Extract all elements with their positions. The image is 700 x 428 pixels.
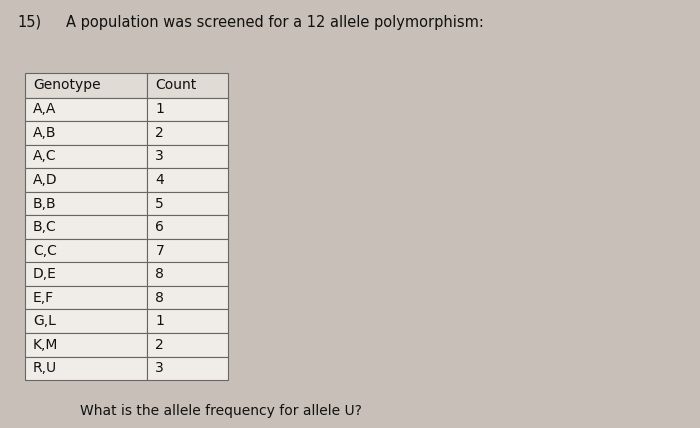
Text: A population was screened for a 12 allele polymorphism:: A population was screened for a 12 allel… <box>66 15 484 30</box>
Text: K,M: K,M <box>33 338 58 352</box>
Bar <box>147 286 228 309</box>
Text: D,E: D,E <box>33 267 57 281</box>
Bar <box>25 357 147 380</box>
Bar <box>147 215 228 239</box>
Bar <box>25 168 147 192</box>
Text: 8: 8 <box>155 267 164 281</box>
Bar <box>25 333 147 357</box>
Text: 4: 4 <box>155 173 164 187</box>
Text: 15): 15) <box>18 15 41 30</box>
Text: 5: 5 <box>155 196 164 211</box>
Text: B,C: B,C <box>33 220 57 234</box>
Text: 6: 6 <box>155 220 164 234</box>
Text: E,F: E,F <box>33 291 54 305</box>
Text: Count: Count <box>155 78 197 92</box>
Text: A,B: A,B <box>33 126 57 140</box>
Text: 2: 2 <box>155 126 164 140</box>
Text: 2: 2 <box>155 338 164 352</box>
Bar <box>25 239 147 262</box>
Bar <box>25 192 147 215</box>
Bar <box>25 145 147 168</box>
Text: 8: 8 <box>155 291 164 305</box>
Bar <box>25 215 147 239</box>
Bar <box>147 309 228 333</box>
Bar <box>25 309 147 333</box>
Text: C,C: C,C <box>33 244 57 258</box>
Text: 3: 3 <box>155 361 164 375</box>
Bar <box>147 73 228 98</box>
Text: 1: 1 <box>155 314 164 328</box>
Text: A,C: A,C <box>33 149 57 163</box>
Text: R,U: R,U <box>33 361 57 375</box>
Bar <box>25 98 147 121</box>
Bar <box>147 333 228 357</box>
Text: 1: 1 <box>155 102 164 116</box>
Bar <box>147 145 228 168</box>
Text: A,D: A,D <box>33 173 57 187</box>
Text: 3: 3 <box>155 149 164 163</box>
Bar <box>147 121 228 145</box>
Bar <box>25 73 147 98</box>
Text: What is the allele frequency for allele U?: What is the allele frequency for allele … <box>80 404 363 418</box>
Text: A,A: A,A <box>33 102 56 116</box>
Bar <box>147 262 228 286</box>
Text: Genotype: Genotype <box>33 78 101 92</box>
Bar <box>25 121 147 145</box>
Text: G,L: G,L <box>33 314 56 328</box>
Bar <box>25 286 147 309</box>
Bar <box>147 357 228 380</box>
Bar <box>25 262 147 286</box>
Text: B,B: B,B <box>33 196 57 211</box>
Bar <box>147 239 228 262</box>
Text: 7: 7 <box>155 244 164 258</box>
Bar <box>147 168 228 192</box>
Bar <box>147 192 228 215</box>
Bar <box>147 98 228 121</box>
